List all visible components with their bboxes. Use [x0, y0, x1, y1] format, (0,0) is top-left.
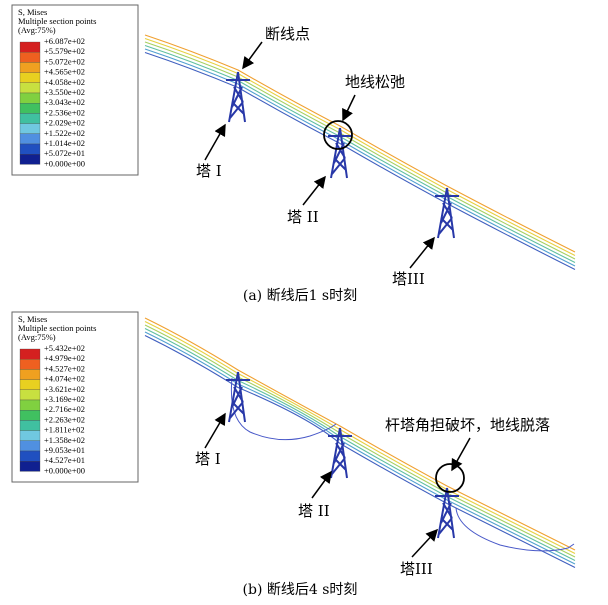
- legend-value: +4.074e+02: [44, 374, 85, 384]
- legend-swatch: [20, 124, 40, 134]
- figure: S, MisesMultiple section points(Avg:75%)…: [0, 0, 608, 605]
- legend-value: +3.621e+02: [44, 384, 85, 394]
- tower: [226, 372, 250, 422]
- legend-value: +1.811e+02: [44, 425, 85, 435]
- caption: (b) 断线后4 s时刻: [243, 582, 358, 598]
- legend-swatch: [20, 83, 40, 93]
- annotation: 地线松弛: [345, 73, 405, 91]
- legend-swatch: [20, 461, 40, 471]
- annotation: 杆塔角担破坏，地线脱落: [385, 416, 550, 434]
- arrow: [412, 530, 437, 557]
- arrow: [452, 438, 470, 470]
- legend-swatch: [20, 349, 40, 359]
- legend-swatch: [20, 369, 40, 379]
- caption: (a) 断线后1 s时刻: [243, 288, 357, 304]
- legend-swatch: [20, 134, 40, 144]
- wire: [145, 318, 575, 550]
- tower: [328, 428, 352, 478]
- legend-value: +0.000e+00: [44, 465, 85, 475]
- legend-swatch: [20, 62, 40, 72]
- legend-swatch: [20, 431, 40, 441]
- arrow: [243, 42, 262, 68]
- annotation: 塔 I: [196, 162, 222, 180]
- legend-swatch: [20, 410, 40, 420]
- tower: [435, 488, 459, 538]
- legend-value: +6.087e+02: [44, 36, 85, 46]
- legend-swatch: [20, 441, 40, 451]
- legend-value: +1.522e+02: [44, 128, 85, 138]
- arrow: [205, 414, 225, 448]
- annotation: 塔 II: [298, 502, 330, 520]
- legend-value: +2.029e+02: [44, 118, 85, 128]
- legend-value: +2.716e+02: [44, 404, 85, 414]
- legend-swatch: [20, 144, 40, 154]
- tower: [435, 188, 459, 238]
- legend-swatch: [20, 113, 40, 123]
- legend-value: +5.072e+01: [44, 148, 85, 158]
- legend-value: +3.550e+02: [44, 87, 85, 97]
- legend-value: +1.358e+02: [44, 435, 85, 445]
- legend-swatch: [20, 52, 40, 62]
- annotation: 塔III: [400, 560, 433, 578]
- wire: [145, 35, 575, 252]
- arrow: [410, 238, 434, 268]
- arrow: [343, 95, 355, 120]
- annotation: 塔 I: [195, 450, 221, 468]
- arrow: [312, 472, 331, 498]
- legend-swatch: [20, 73, 40, 83]
- arrow: [205, 125, 225, 160]
- tower: [328, 128, 352, 178]
- legend-value: +1.014e+02: [44, 138, 85, 148]
- legend-swatch: [20, 420, 40, 430]
- legend-swatch: [20, 42, 40, 52]
- legend-value: +0.000e+00: [44, 158, 85, 168]
- legend-value: +4.979e+02: [44, 353, 85, 363]
- legend-value: +3.043e+02: [44, 97, 85, 107]
- legend-swatch: [20, 390, 40, 400]
- legend-value: +4.058e+02: [44, 77, 85, 87]
- legend-swatch: [20, 400, 40, 410]
- legend-value: +4.527e+01: [44, 455, 85, 465]
- annotation: 塔 II: [287, 208, 319, 226]
- arrow: [303, 177, 325, 205]
- legend-swatch: [20, 380, 40, 390]
- legend-value: +4.565e+02: [44, 67, 85, 77]
- legend-swatch: [20, 359, 40, 369]
- wire: [145, 39, 575, 256]
- legend-title: (Avg:75%): [18, 332, 56, 342]
- legend-value: +2.263e+02: [44, 414, 85, 424]
- legend-value: +2.536e+02: [44, 107, 85, 117]
- legend-swatch: [20, 103, 40, 113]
- annotation: 断线点: [265, 25, 310, 43]
- legend-value: +9.053e+01: [44, 445, 85, 455]
- legend-value: +5.579e+02: [44, 46, 85, 56]
- legend-swatch: [20, 451, 40, 461]
- legend-swatch: [20, 154, 40, 164]
- legend-value: +4.527e+02: [44, 363, 85, 373]
- annotation: 塔III: [392, 270, 425, 288]
- legend-title: (Avg:75%): [18, 25, 56, 35]
- legend-swatch: [20, 93, 40, 103]
- legend-value: +5.072e+02: [44, 56, 85, 66]
- legend-value: +3.169e+02: [44, 394, 85, 404]
- legend-value: +5.432e+02: [44, 343, 85, 353]
- tower: [226, 72, 250, 122]
